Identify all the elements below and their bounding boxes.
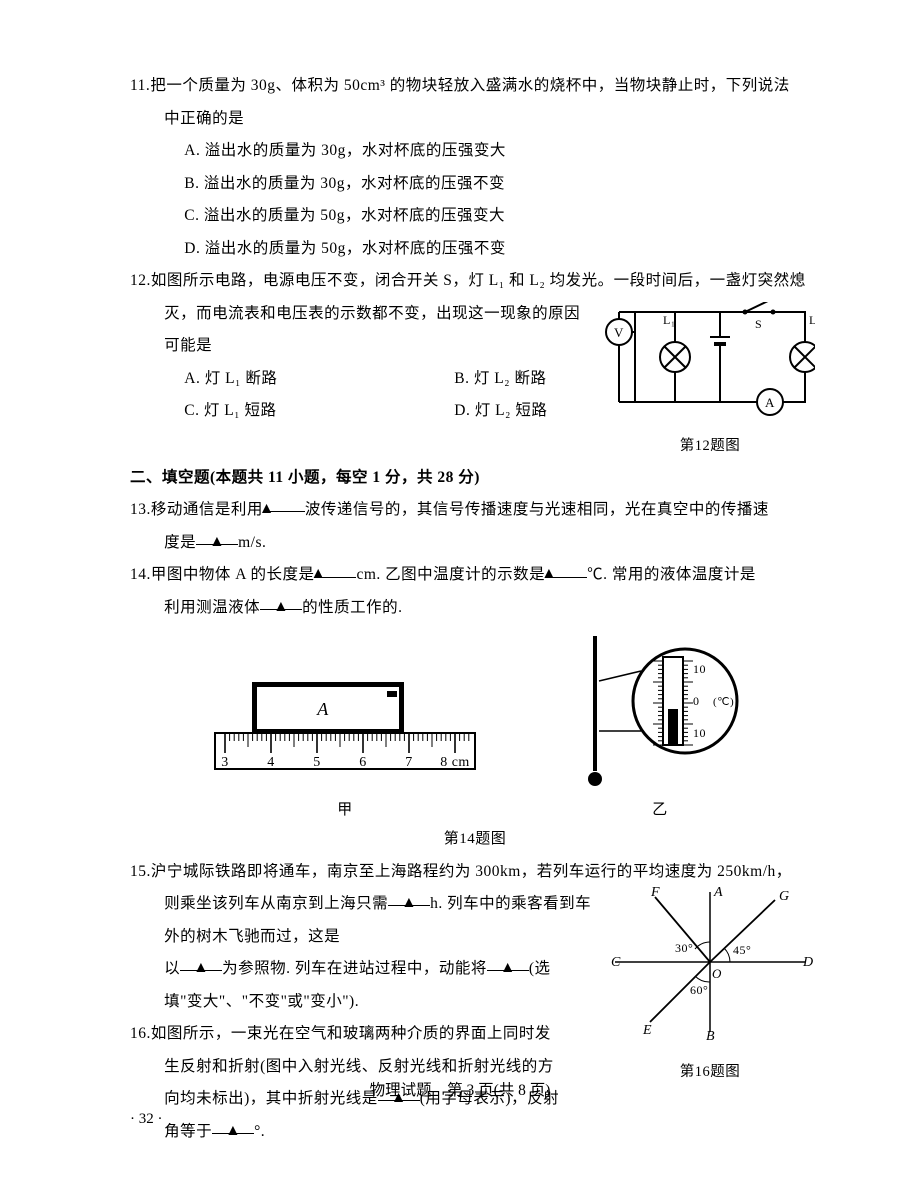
circuit-diagram: V L₁ S	[605, 302, 815, 417]
ruler-diagram: A 3 4 5 6 7 8 cm	[205, 671, 485, 791]
q14-blank2: ▲	[545, 559, 587, 577]
svg-text:B: B	[706, 1029, 715, 1042]
svg-text:A: A	[316, 699, 329, 719]
q12-opts-cd: C. 灯 L₁ 短路 D. 灯 L₂ 短路	[130, 395, 592, 428]
q11-num: 11.	[130, 77, 150, 94]
svg-text:45°: 45°	[733, 943, 751, 957]
q14-num: 14.	[130, 566, 151, 583]
q12-optC: C. 灯 L₁ 短路	[184, 395, 454, 428]
svg-text:6: 6	[359, 755, 367, 770]
svg-text:60°: 60°	[690, 983, 708, 997]
svg-text:30°: 30°	[675, 941, 693, 955]
svg-text:S: S	[755, 317, 762, 331]
q14-t5: 的性质工作的.	[302, 599, 402, 616]
q14-line2: 利用测温液体▲的性质工作的.	[130, 592, 820, 625]
q11-stem1: 把一个质量为 30g、体积为 50cm³ 的物块轻放入盛满水的烧杯中，当物块静止…	[150, 77, 789, 94]
q16-t5: 角等于	[164, 1123, 212, 1140]
q15-t5: 为参照物. 列车在进站过程中，动能将	[222, 960, 487, 977]
svg-text:4: 4	[267, 755, 275, 770]
svg-text:8 cm: 8 cm	[440, 755, 470, 770]
q14-jia-label: 甲	[337, 795, 353, 827]
q13-line2: 度是▲m/s.	[130, 527, 820, 560]
q11-stem-line2: 中正确的是	[130, 103, 820, 136]
q13-t3: 度是	[164, 534, 196, 551]
q11-optB: B. 溢出水的质量为 30g，水对杯底的压强不变	[130, 168, 820, 201]
svg-text:7: 7	[405, 755, 413, 770]
svg-text:E: E	[642, 1023, 652, 1038]
page-footer: 物理试题 第 3 页(共 8 页)	[0, 1078, 920, 1100]
svg-text:10: 10	[693, 662, 706, 676]
q14-t1: 甲图中物体 A 的长度是	[151, 566, 315, 583]
q12-optB: B. 灯 L₂ 断路	[454, 363, 546, 396]
q13-blank2: ▲	[196, 527, 238, 545]
q12-optA: A. 灯 L₁ 断路	[184, 363, 454, 396]
q13-blank1: ▲	[263, 494, 305, 512]
page-number: · 32 ·	[130, 1111, 163, 1128]
q16-t6: °.	[254, 1123, 265, 1140]
q14-yi-label: 乙	[652, 795, 668, 827]
q14-fig-jia: A 3 4 5 6 7 8 cm 甲	[205, 671, 485, 827]
q15-t1: 沪宁城际铁路即将通车，南京至上海路程约为 300km，若列车运行的平均速度为 2…	[151, 863, 792, 880]
q15-blank2: ▲	[180, 953, 222, 971]
svg-text:5: 5	[313, 755, 321, 770]
q14-figures: A 3 4 5 6 7 8 cm 甲 10	[130, 631, 820, 827]
svg-text:V: V	[614, 325, 624, 340]
q16-num: 16.	[130, 1025, 151, 1042]
svg-text:(℃): (℃)	[713, 696, 734, 708]
q12-opts-ab: A. 灯 L₁ 断路 B. 灯 L₂ 断路	[130, 363, 592, 396]
svg-text:10: 10	[693, 726, 706, 740]
svg-text:O: O	[712, 966, 722, 981]
q14-fig-yi: 10 0 10 (℃) 乙	[575, 631, 745, 827]
ray-diagram: F A G C D E B O 30° 45° 60°	[605, 882, 815, 1042]
svg-text:C: C	[611, 955, 621, 970]
q16-figure: F A G C D E B O 30° 45° 60° 第16题图	[600, 882, 820, 1087]
q12-figure: V L₁ S	[600, 302, 820, 462]
q15-num: 15.	[130, 863, 151, 880]
q12-num: 12.	[130, 272, 151, 289]
q13-t2: 波传递信号的，其信号传播速度与光速相同，光在真空中的传播速	[305, 501, 769, 518]
q13-t1: 移动通信是利用	[151, 501, 263, 518]
q11-optC: C. 溢出水的质量为 50g，水对杯底的压强变大	[130, 200, 820, 233]
q11-stem-line1: 11.把一个质量为 30g、体积为 50cm³ 的物块轻放入盛满水的烧杯中，当物…	[130, 70, 820, 103]
q11-optD: D. 溢出水的质量为 50g，水对杯底的压强不变	[130, 233, 820, 266]
svg-text:D: D	[802, 955, 814, 970]
q12-optD: D. 灯 L₂ 短路	[454, 395, 547, 428]
thermometer-diagram: 10 0 10 (℃)	[575, 631, 745, 791]
q14-t2: cm. 乙图中温度计的示数是	[356, 566, 545, 583]
q16-t1: 如图所示，一束光在空气和玻璃两种介质的界面上同时发	[151, 1025, 551, 1042]
q14-blank3: ▲	[260, 592, 302, 610]
svg-text:L₁: L₁	[663, 313, 676, 327]
q15-t6: (选	[529, 960, 551, 977]
q15-line1: 15.沪宁城际铁路即将通车，南京至上海路程约为 300km，若列车运行的平均速度…	[130, 856, 820, 889]
q14-blank1: ▲	[314, 559, 356, 577]
q14-caption: 第14题图	[130, 824, 820, 856]
q15-blank3: ▲	[487, 953, 529, 971]
q14-line1: 14.甲图中物体 A 的长度是▲cm. 乙图中温度计的示数是▲℃. 常用的液体温…	[130, 559, 820, 592]
q12-stem-line1: 12.如图所示电路，电源电压不变，闭合开关 S，灯 L₁ 和 L₂ 均发光。一段…	[130, 265, 820, 298]
q14-t4: 利用测温液体	[164, 599, 260, 616]
q13-line1: 13.移动通信是利用▲波传递信号的，其信号传播速度与光速相同，光在真空中的传播速	[130, 494, 820, 527]
q16-line4: 角等于▲°.	[130, 1116, 820, 1149]
q12-stem1: 如图所示电路，电源电压不变，闭合开关 S，灯 L₁ 和 L₂ 均发光。一段时间后…	[151, 272, 806, 289]
q12-caption: 第12题图	[600, 431, 820, 461]
q15-blank1: ▲	[388, 888, 430, 906]
svg-text:0: 0	[693, 694, 700, 708]
q13-t4: m/s.	[238, 534, 266, 551]
q15-t2: 则乘坐该列车从南京到上海只需	[164, 895, 388, 912]
svg-text:A: A	[765, 395, 775, 410]
q15-t4: 以	[164, 960, 180, 977]
svg-text:G: G	[779, 889, 790, 904]
q16-blank2: ▲	[212, 1116, 254, 1134]
q13-num: 13.	[130, 501, 151, 518]
svg-text:L₂: L₂	[809, 313, 815, 327]
svg-text:3: 3	[221, 755, 229, 770]
section2-header: 二、填空题(本题共 11 小题，每空 1 分，共 28 分)	[130, 462, 820, 495]
q14-t3: ℃. 常用的液体温度计是	[587, 566, 756, 583]
q11-optA: A. 溢出水的质量为 30g，水对杯底的压强变大	[130, 135, 820, 168]
